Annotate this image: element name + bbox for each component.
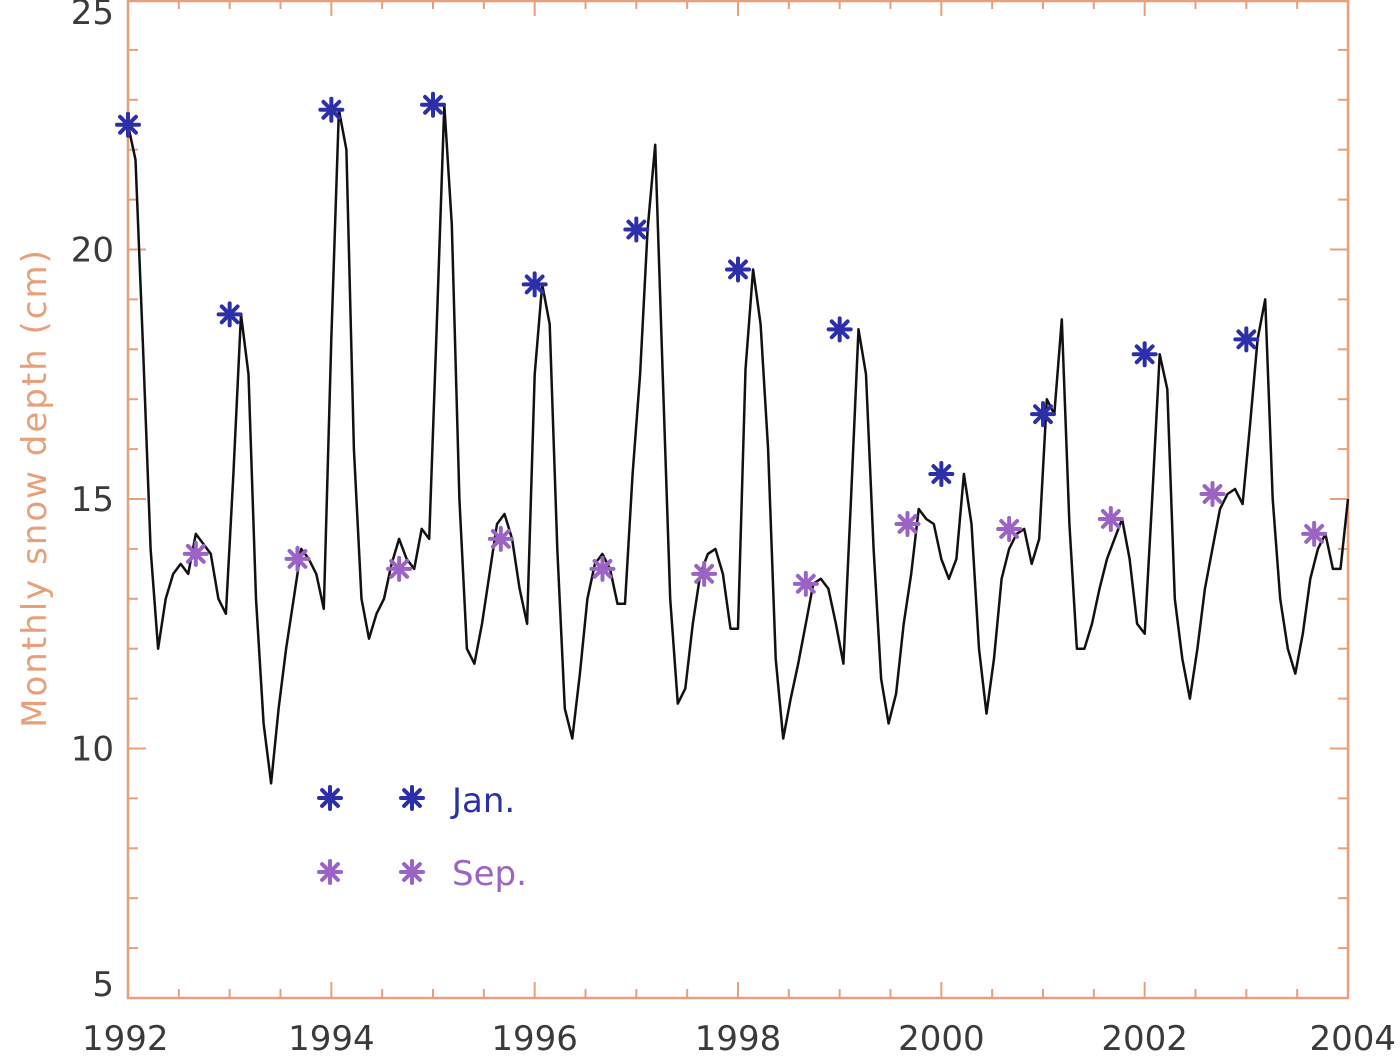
- monthly-snow-depth-line: [126, 103, 1350, 785]
- jan-marker: [826, 316, 853, 343]
- legend-item-sep: [317, 859, 425, 885]
- sep-marker: [284, 545, 311, 572]
- x-tick-label: 1992: [82, 1019, 169, 1059]
- y-tick-label: 5: [92, 965, 114, 1005]
- jan-marker: [725, 256, 751, 283]
- y-axis-label: Monthly snow depth (cm): [15, 248, 55, 728]
- x-tick-labels: 1992 1994 1996 1998 2000 2002 2004: [82, 1019, 1396, 1059]
- jan-marker: [216, 301, 243, 328]
- sep-marker: [996, 515, 1023, 542]
- y-tick-label: 25: [71, 0, 114, 33]
- x-tick-label: 2004: [1309, 1019, 1396, 1059]
- sep-marker: [386, 555, 413, 582]
- x-tick-label: 2000: [898, 1019, 985, 1059]
- legend-sep-marker-2: [399, 859, 425, 885]
- jan-markers: [115, 91, 1260, 488]
- sep-marker: [894, 510, 921, 537]
- legend-label-sep: Sep.: [452, 854, 527, 894]
- plot-axes: [126, 0, 1350, 1000]
- sep-marker: [487, 525, 514, 552]
- sep-marker: [1301, 520, 1328, 547]
- series-line-group: [126, 103, 1350, 785]
- sep-markers: [182, 481, 1328, 597]
- jan-marker: [1233, 326, 1260, 353]
- jan-marker: [623, 216, 650, 243]
- jan-marker: [318, 96, 345, 123]
- legend-item-jan: [317, 785, 425, 811]
- legend-sep-marker-1: [317, 859, 343, 885]
- y-tick-label: 20: [71, 231, 114, 271]
- sep-marker: [691, 560, 718, 587]
- axis-ticks: [127, 0, 1349, 999]
- legend-jan-marker-2: [399, 785, 425, 811]
- sep-marker: [1199, 481, 1226, 508]
- legend-label-jan: Jan.: [450, 781, 515, 821]
- jan-marker: [928, 461, 955, 488]
- sep-marker: [182, 540, 209, 567]
- y-tick-label: 10: [71, 730, 114, 770]
- x-tick-label: 1998: [695, 1019, 782, 1059]
- y-tick-labels: 5 10 15 20 25: [71, 0, 114, 1005]
- x-tick-label: 1996: [491, 1019, 578, 1059]
- x-tick-label: 1994: [288, 1019, 375, 1059]
- jan-marker: [115, 111, 141, 138]
- sep-marker: [589, 555, 616, 582]
- legend-jan-marker-1: [317, 785, 343, 811]
- y-tick-label: 15: [71, 480, 114, 520]
- jan-marker: [521, 271, 548, 298]
- jan-marker: [1131, 341, 1158, 368]
- legend: Jan. Sep.: [317, 781, 527, 894]
- jan-marker: [1030, 401, 1056, 428]
- jan-marker: [420, 91, 446, 118]
- sep-marker: [792, 570, 819, 597]
- plot-frame: [126, 0, 1350, 1000]
- sep-marker: [1097, 505, 1124, 532]
- x-tick-label: 2002: [1101, 1019, 1188, 1059]
